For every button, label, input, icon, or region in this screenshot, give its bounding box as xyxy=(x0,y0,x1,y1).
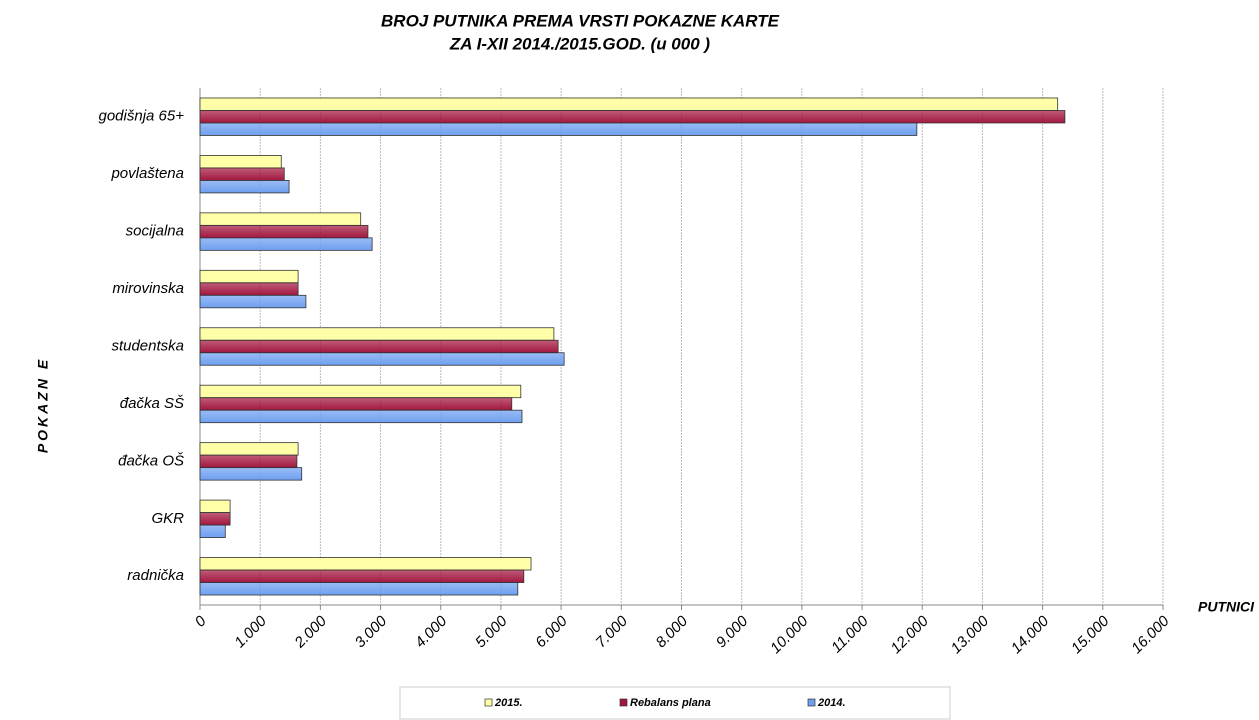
x-tick-label: 7.000 xyxy=(592,612,631,651)
y-tick-label: godišnja 65+ xyxy=(99,108,185,125)
x-tick-label: 11.000 xyxy=(828,612,872,656)
x-tick-label: 1.000 xyxy=(231,612,270,651)
bar xyxy=(199,122,918,136)
legend-swatch xyxy=(619,698,628,707)
x-tick-label: 6.000 xyxy=(532,612,571,651)
x-tick-label: 4.000 xyxy=(412,612,451,651)
x-tick-label: 8.000 xyxy=(653,612,692,651)
bar xyxy=(199,269,299,284)
bar xyxy=(199,352,565,366)
bar xyxy=(199,397,513,411)
legend-label: 2014. xyxy=(817,697,846,709)
x-tick-label: 3.000 xyxy=(352,612,391,651)
bar xyxy=(199,499,231,513)
bar xyxy=(199,110,1066,124)
x-tick-label: 5.000 xyxy=(472,612,511,651)
chart-title: BROJ PUTNIKA PREMA VRSTI POKAZNE KARTE xyxy=(381,11,780,30)
bar xyxy=(199,237,373,251)
x-tick-label: 12.000 xyxy=(887,612,932,657)
bar xyxy=(199,180,290,194)
legend-label: 2015. xyxy=(494,697,523,709)
legend-swatch xyxy=(807,698,816,707)
bar xyxy=(199,97,1059,111)
bar xyxy=(199,282,299,296)
y-axis-label: POKAZN E xyxy=(35,357,51,453)
y-tick-label: đačka OŠ xyxy=(118,452,184,469)
bar xyxy=(199,167,285,181)
bar xyxy=(199,557,532,571)
legend-swatch xyxy=(484,698,493,707)
bar xyxy=(199,442,299,456)
bar xyxy=(199,327,555,341)
legend-label: Rebalans plana xyxy=(630,697,711,709)
bar xyxy=(199,512,231,526)
bar xyxy=(199,384,522,399)
y-tick-label: radnička xyxy=(127,567,184,584)
bar xyxy=(199,582,519,596)
x-tick-label: 15.000 xyxy=(1068,612,1113,657)
y-tick-label: studentska xyxy=(111,337,184,354)
bar xyxy=(199,569,525,583)
bar xyxy=(199,409,523,424)
x-tick-label: 13.000 xyxy=(948,612,993,657)
y-tick-label: GKR xyxy=(151,510,184,527)
x-tick-label: 16.000 xyxy=(1128,612,1173,657)
bar xyxy=(199,212,362,226)
bar xyxy=(199,224,369,239)
x-tick-label: 0 xyxy=(192,612,210,630)
bar xyxy=(199,294,307,309)
bar xyxy=(199,467,303,481)
y-tick-label: mirovinska xyxy=(112,280,184,297)
x-tick-label: 2.000 xyxy=(291,612,331,652)
x-axis-label: PUTNICI xyxy=(1198,599,1255,615)
bar xyxy=(199,339,559,354)
bar xyxy=(199,524,226,538)
x-tick-label: 10.000 xyxy=(767,612,812,657)
bar xyxy=(199,155,282,169)
x-tick-label: 14.000 xyxy=(1008,612,1053,657)
bar xyxy=(199,454,298,469)
y-tick-label: đačka SŠ xyxy=(120,395,184,412)
y-tick-label: povlaštena xyxy=(110,165,184,182)
x-tick-label: 9.000 xyxy=(713,612,752,651)
chart-title: ZA I-XII 2014./2015.GOD. (u 000 ) xyxy=(449,34,710,53)
y-tick-label: socijalna xyxy=(126,223,184,240)
